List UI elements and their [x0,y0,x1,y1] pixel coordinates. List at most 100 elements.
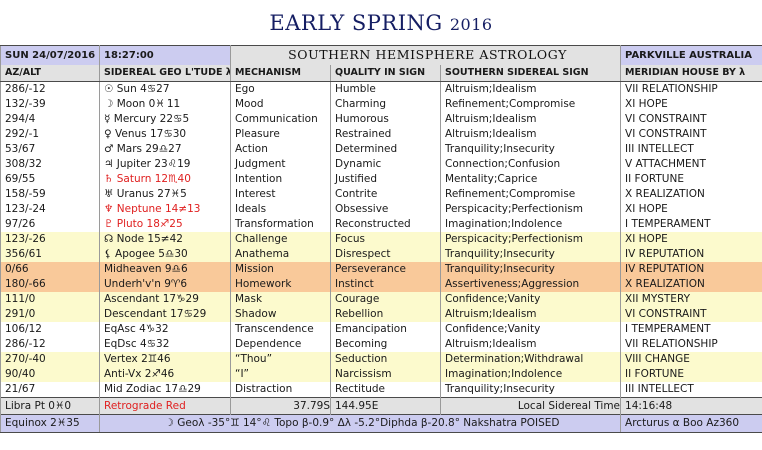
cell-sign: Tranquility;Insecurity [439,262,622,277]
header-time: 18:27:00 [99,45,231,65]
cell-mechanism: Interest [230,187,331,202]
cell-az-alt: 21/67 [0,382,100,398]
table-row: 180/-66 Underh'v'n 9♈6 Homework Instinct Ass… [0,277,762,292]
cell-az-alt: 97/26 [0,217,100,232]
table-row: 0/66 Midheaven 9♎6 Mission Perseverance Tran… [0,262,762,277]
cell-sign: Confidence;Vanity [439,292,622,307]
cell-mechanism: Ego [230,81,331,97]
table-row: 308/32 ♃ Jupiter 23♌19 Judgment Dynamic Conn… [0,157,762,172]
cell-sign: Determination;Withdrawal [439,352,622,367]
cell-az-alt: 270/-40 [0,352,100,367]
cell-mechanism: Intention [230,172,331,187]
cell-quality: Rebellion [330,307,441,322]
cell-sign: Mentality;Caprice [439,172,622,187]
cell-az-alt: 53/67 [0,142,100,157]
table-row: 90/40 Anti-Vx 2♐46 “I” Narcissism Imaginatio… [0,367,762,382]
cell-az-alt: 132/-39 [0,97,100,112]
cell-mechanism: Shadow [230,307,331,322]
cell-mechanism: Transcendence [230,322,331,337]
column-header-quality: QUALITY IN SIGN [330,65,441,82]
table-body: 286/-12 ☉ Sun 4♋27 Ego Humble Altruism;Ideal… [0,81,762,398]
cell-sidereal: ☊ Node 15≠42 [99,232,231,247]
cell-sidereal: ☽ Moon 0♓ 11 [99,97,231,112]
cell-house: X REALIZATION [620,277,762,292]
cell-sidereal: ♄ Saturn 12♏40 [99,172,231,187]
cell-sign: Altruism;Idealism [439,307,622,322]
cell-quality: Instinct [330,277,441,292]
cell-mechanism: Pleasure [230,127,331,142]
cell-sign: Connection;Confusion [439,157,622,172]
cell-house: VII RELATIONSHIP [620,81,762,97]
cell-quality: Contrite [330,187,441,202]
cell-mechanism: “Thou” [230,352,331,367]
cell-house: V ATTACHMENT [620,157,762,172]
cell-sidereal: ♅ Uranus 27♓5 [99,187,231,202]
table-row: 291/0 Descendant 17♋29 Shadow Rebellion Altr… [0,307,762,322]
table-row: 53/67 ♂ Mars 29♎27 Action Determined Tranqui… [0,142,762,157]
cell-sign: Altruism;Idealism [439,112,622,127]
footer-libra-point: Libra Pt 0♓0 [0,397,100,415]
cell-mechanism: Anathema [230,247,331,262]
cell-mechanism: Action [230,142,331,157]
column-header-mechanism: MECHANISM [230,65,331,82]
cell-quality: Determined [330,142,441,157]
column-header-sidereal: SIDEREAL GEO L'TUDE λ [99,65,231,82]
cell-house: III INTELLECT [620,142,762,157]
footer-equinox: Equinox 2♓35 [0,414,100,433]
footer-retrograde-legend: Retrograde Red [99,397,231,415]
cell-az-alt: 292/-1 [0,127,100,142]
page-title-year: 2016 [449,14,493,34]
cell-sidereal: ♇ Pluto 18♐25 [99,217,231,232]
cell-sign: Altruism;Idealism [439,127,622,142]
table-row: 286/-12 ☉ Sun 4♋27 Ego Humble Altruism;Ideal… [0,81,762,97]
cell-az-alt: 308/32 [0,157,100,172]
cell-quality: Justified [330,172,441,187]
table-header-band-columns: AZ/ALT SIDEREAL GEO L'TUDE λ MECHANISM Q… [0,65,762,82]
column-header-sign: SOUTHERN SIDEREAL SIGN [439,65,622,82]
cell-az-alt: 286/-12 [0,81,100,97]
cell-sidereal: Vertex 2♊46 [99,352,231,367]
cell-sign: Assertiveness;Aggression [439,277,622,292]
cell-sidereal: ♃ Jupiter 23♌19 [99,157,231,172]
footer-lst-value: 14:16:48 [620,397,762,415]
cell-sign: Altruism;Idealism [439,337,622,352]
table-header-band-primary: SUN 24/07/2016 18:27:00 SOUTHERN HEMISPH… [0,45,762,65]
column-header-house: MERIDIAN HOUSE BY λ [620,65,762,82]
table-row: 294/4 ☿ Mercury 22♋5 Communication Humorous… [0,112,762,127]
cell-az-alt: 123/-24 [0,202,100,217]
cell-quality: Courage [330,292,441,307]
cell-quality: Perseverance [330,262,441,277]
cell-house: VII RELATIONSHIP [620,337,762,352]
cell-quality: Charming [330,97,441,112]
cell-quality: Disrespect [330,247,441,262]
cell-house: I TEMPERAMENT [620,322,762,337]
cell-house: II FORTUNE [620,367,762,382]
page-title-text: EARLY SPRING [269,10,443,35]
cell-mechanism: Challenge [230,232,331,247]
cell-quality: Humorous [330,112,441,127]
cell-az-alt: 106/12 [0,322,100,337]
cell-sidereal: ☿ Mercury 22♋5 [99,112,231,127]
header-hemisphere-title: SOUTHERN HEMISPHERE ASTROLOGY [229,45,622,65]
cell-sign: Confidence;Vanity [439,322,622,337]
cell-sidereal: ☉ Sun 4♋27 [99,81,231,97]
table-row: 356/61 ⚸ Apogee 5♎30 Anathema Disrespect Tra… [0,247,762,262]
cell-house: VI CONSTRAINT [620,127,762,142]
cell-az-alt: 0/66 [0,262,100,277]
page-title-bar: EARLY SPRING 2016 [0,0,762,45]
table-row: 270/-40 Vertex 2♊46 “Thou” Seduction Determi… [0,352,762,367]
cell-quality: Humble [330,81,441,97]
cell-house: I TEMPERAMENT [620,217,762,232]
cell-sidereal: Ascendant 17♑29 [99,292,231,307]
cell-az-alt: 356/61 [0,247,100,262]
cell-house: III INTELLECT [620,382,762,398]
footer-moon-data: ☽ Geoλ -35°♊ 14°♌ Topo β-0.9° Δλ -5.2°Di… [98,414,622,433]
cell-sign: Refinement;Compromise [439,187,622,202]
cell-quality: Restrained [330,127,441,142]
cell-az-alt: 180/-66 [0,277,100,292]
cell-quality: Emancipation [330,322,441,337]
cell-quality: Obsessive [330,202,441,217]
cell-mechanism: Distraction [230,382,331,398]
cell-quality: Seduction [330,352,441,367]
